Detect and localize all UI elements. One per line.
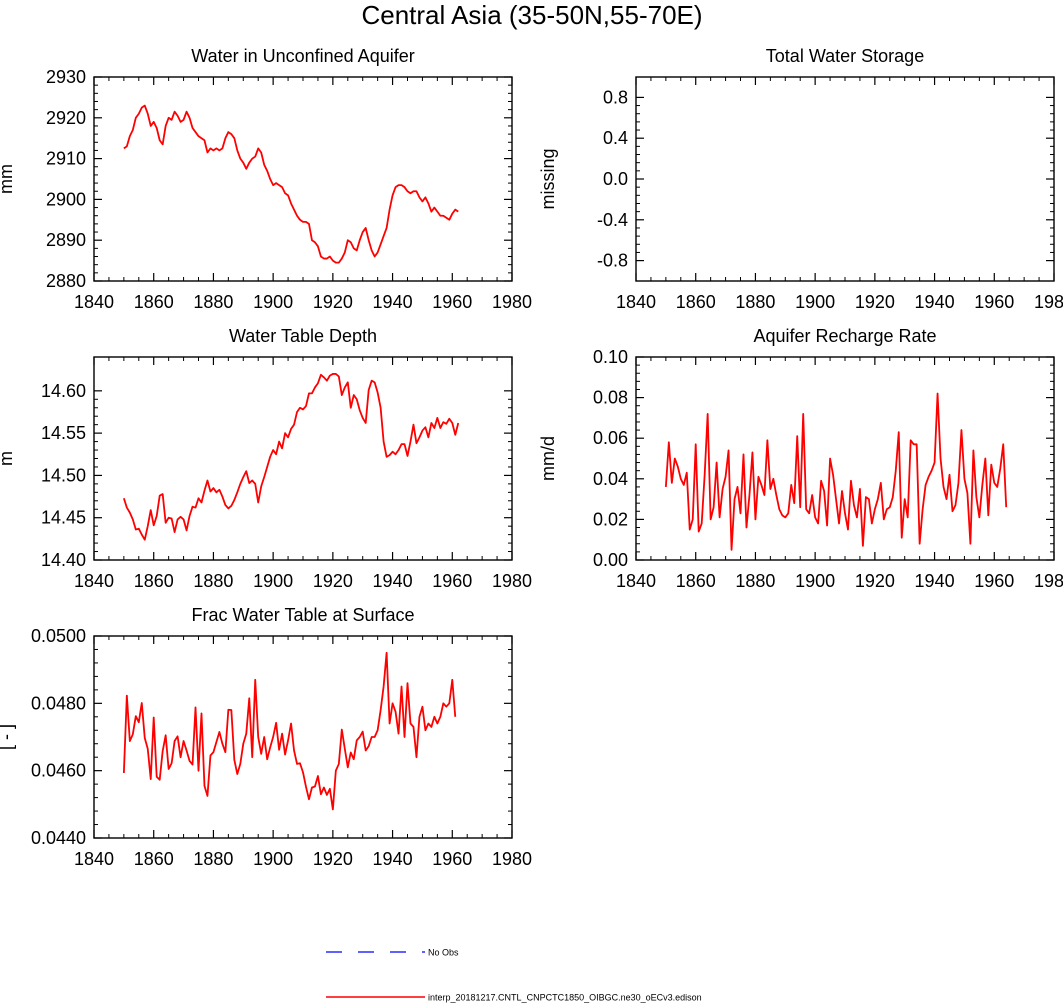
plot-frame: [635, 76, 1055, 282]
y-tick-label: 0.00: [593, 550, 628, 570]
x-tick-label: 1960: [974, 571, 1014, 591]
panel-4: Aquifer Recharge Rate mm/d 1840 1860 1880 190…: [538, 326, 1063, 591]
y-axis-label: [ - ]: [0, 724, 16, 750]
y-tick-label: 0.0480: [31, 693, 86, 713]
panel-3: Water Table Depth m 1840 1860 1880 1900 1920 19…: [0, 326, 532, 591]
panel-grid: Water in Unconfined Aquifer mm 1840 1860 188…: [0, 46, 1063, 869]
x-tick-label: 1940: [915, 571, 955, 591]
y-tick-label: 14.60: [41, 381, 86, 401]
y-tick-label: 0.0440: [31, 828, 86, 848]
x-tick-label: 1940: [373, 292, 413, 312]
series-line: [664, 392, 1008, 551]
plot-frame: [93, 356, 513, 561]
x-tick-label: 1940: [373, 571, 413, 591]
x-tick-label: 1900: [253, 292, 293, 312]
y-tick-label: 0.06: [593, 428, 628, 448]
x-tick-label: 1860: [134, 849, 174, 869]
x-tick-label: 1940: [915, 292, 955, 312]
x-tick-label: 1900: [795, 292, 835, 312]
y-tick-label: 0.10: [593, 347, 628, 367]
series-line: [123, 373, 460, 541]
x-tick-label: 1980: [492, 571, 532, 591]
x-tick-label: 1840: [74, 292, 114, 312]
y-tick-label: -0.8: [597, 251, 628, 271]
x-tick-label: 1920: [313, 292, 353, 312]
y-tick-label: 14.55: [41, 423, 86, 443]
x-tick-label: 1940: [373, 849, 413, 869]
plot-frame: [635, 356, 1055, 561]
y-axis-label: mm: [0, 164, 16, 194]
x-tick-label: 1860: [676, 571, 716, 591]
panel-title: Frac Water Table at Surface: [191, 605, 414, 625]
x-tick-label: 1880: [735, 292, 775, 312]
panel-title: Total Water Storage: [766, 46, 924, 66]
y-axis-label: missing: [538, 148, 558, 209]
series-line: [123, 104, 459, 264]
y-tick-label: 14.50: [41, 465, 86, 485]
y-axis-label: m: [0, 451, 16, 466]
x-tick-label: 1920: [313, 849, 353, 869]
panel-title: Aquifer Recharge Rate: [753, 326, 936, 346]
x-tick-label: 1920: [855, 571, 895, 591]
x-tick-label: 1860: [134, 571, 174, 591]
x-tick-label: 1960: [432, 292, 472, 312]
panel-5: Frac Water Table at Surface [ - ] 1840 1860…: [0, 605, 532, 869]
y-tick-label: 14.40: [41, 550, 86, 570]
y-tick-label: -0.4: [597, 210, 628, 230]
y-tick-label: 2920: [46, 108, 86, 128]
x-tick-label: 1900: [253, 849, 293, 869]
x-tick-label: 1960: [974, 292, 1014, 312]
y-tick-label: 0.4: [603, 128, 628, 148]
y-tick-label: 0.8: [603, 87, 628, 107]
y-tick-label: 2910: [46, 149, 86, 169]
x-tick-label: 1880: [193, 849, 233, 869]
y-tick-label: 14.45: [41, 508, 86, 528]
y-tick-label: 0.02: [593, 509, 628, 529]
x-tick-label: 1980: [1034, 292, 1063, 312]
y-tick-label: 0.0460: [31, 761, 86, 781]
legend-model-label: interp_20181217.CNTL_CNPCTC1850_OIBGC.ne…: [428, 993, 702, 1003]
x-tick-label: 1840: [616, 292, 656, 312]
x-tick-label: 1860: [134, 292, 174, 312]
x-tick-label: 1900: [795, 571, 835, 591]
y-tick-label: 2880: [46, 271, 86, 291]
figure-title: Central Asia (35-50N,55-70E): [361, 0, 702, 30]
x-tick-label: 1980: [1034, 571, 1063, 591]
x-tick-label: 1840: [74, 571, 114, 591]
x-tick-label: 1860: [676, 292, 716, 312]
y-tick-label: 0.08: [593, 388, 628, 408]
plot-frame: [93, 76, 513, 282]
y-tick-label: 2900: [46, 189, 86, 209]
x-tick-label: 1840: [74, 849, 114, 869]
series-line: [122, 651, 457, 811]
plot-frame: [93, 635, 513, 839]
x-tick-label: 1960: [432, 571, 472, 591]
x-tick-label: 1880: [735, 571, 775, 591]
panel-title: Water in Unconfined Aquifer: [191, 46, 414, 66]
x-tick-label: 1960: [432, 849, 472, 869]
panel-2: Total Water Storage missing 1840 1860 1880 19…: [538, 46, 1063, 312]
x-tick-label: 1900: [253, 571, 293, 591]
legend: No Obs interp_20181217.CNTL_CNPCTC1850_O…: [326, 948, 702, 1003]
y-tick-label: 2930: [46, 67, 86, 87]
x-tick-label: 1920: [313, 571, 353, 591]
y-tick-label: 0.0: [603, 169, 628, 189]
x-tick-label: 1880: [193, 292, 233, 312]
y-axis-label: mm/d: [538, 436, 558, 481]
x-tick-label: 1880: [193, 571, 233, 591]
x-tick-label: 1980: [492, 849, 532, 869]
panel-1: Water in Unconfined Aquifer mm 1840 1860 188…: [0, 46, 532, 312]
x-tick-label: 1920: [855, 292, 895, 312]
legend-obs-label: No Obs: [428, 948, 459, 958]
panel-title: Water Table Depth: [229, 326, 377, 346]
x-tick-label: 1840: [616, 571, 656, 591]
y-tick-label: 0.0500: [31, 626, 86, 646]
y-tick-label: 2890: [46, 230, 86, 250]
x-tick-label: 1980: [492, 292, 532, 312]
y-tick-label: 0.04: [593, 469, 628, 489]
